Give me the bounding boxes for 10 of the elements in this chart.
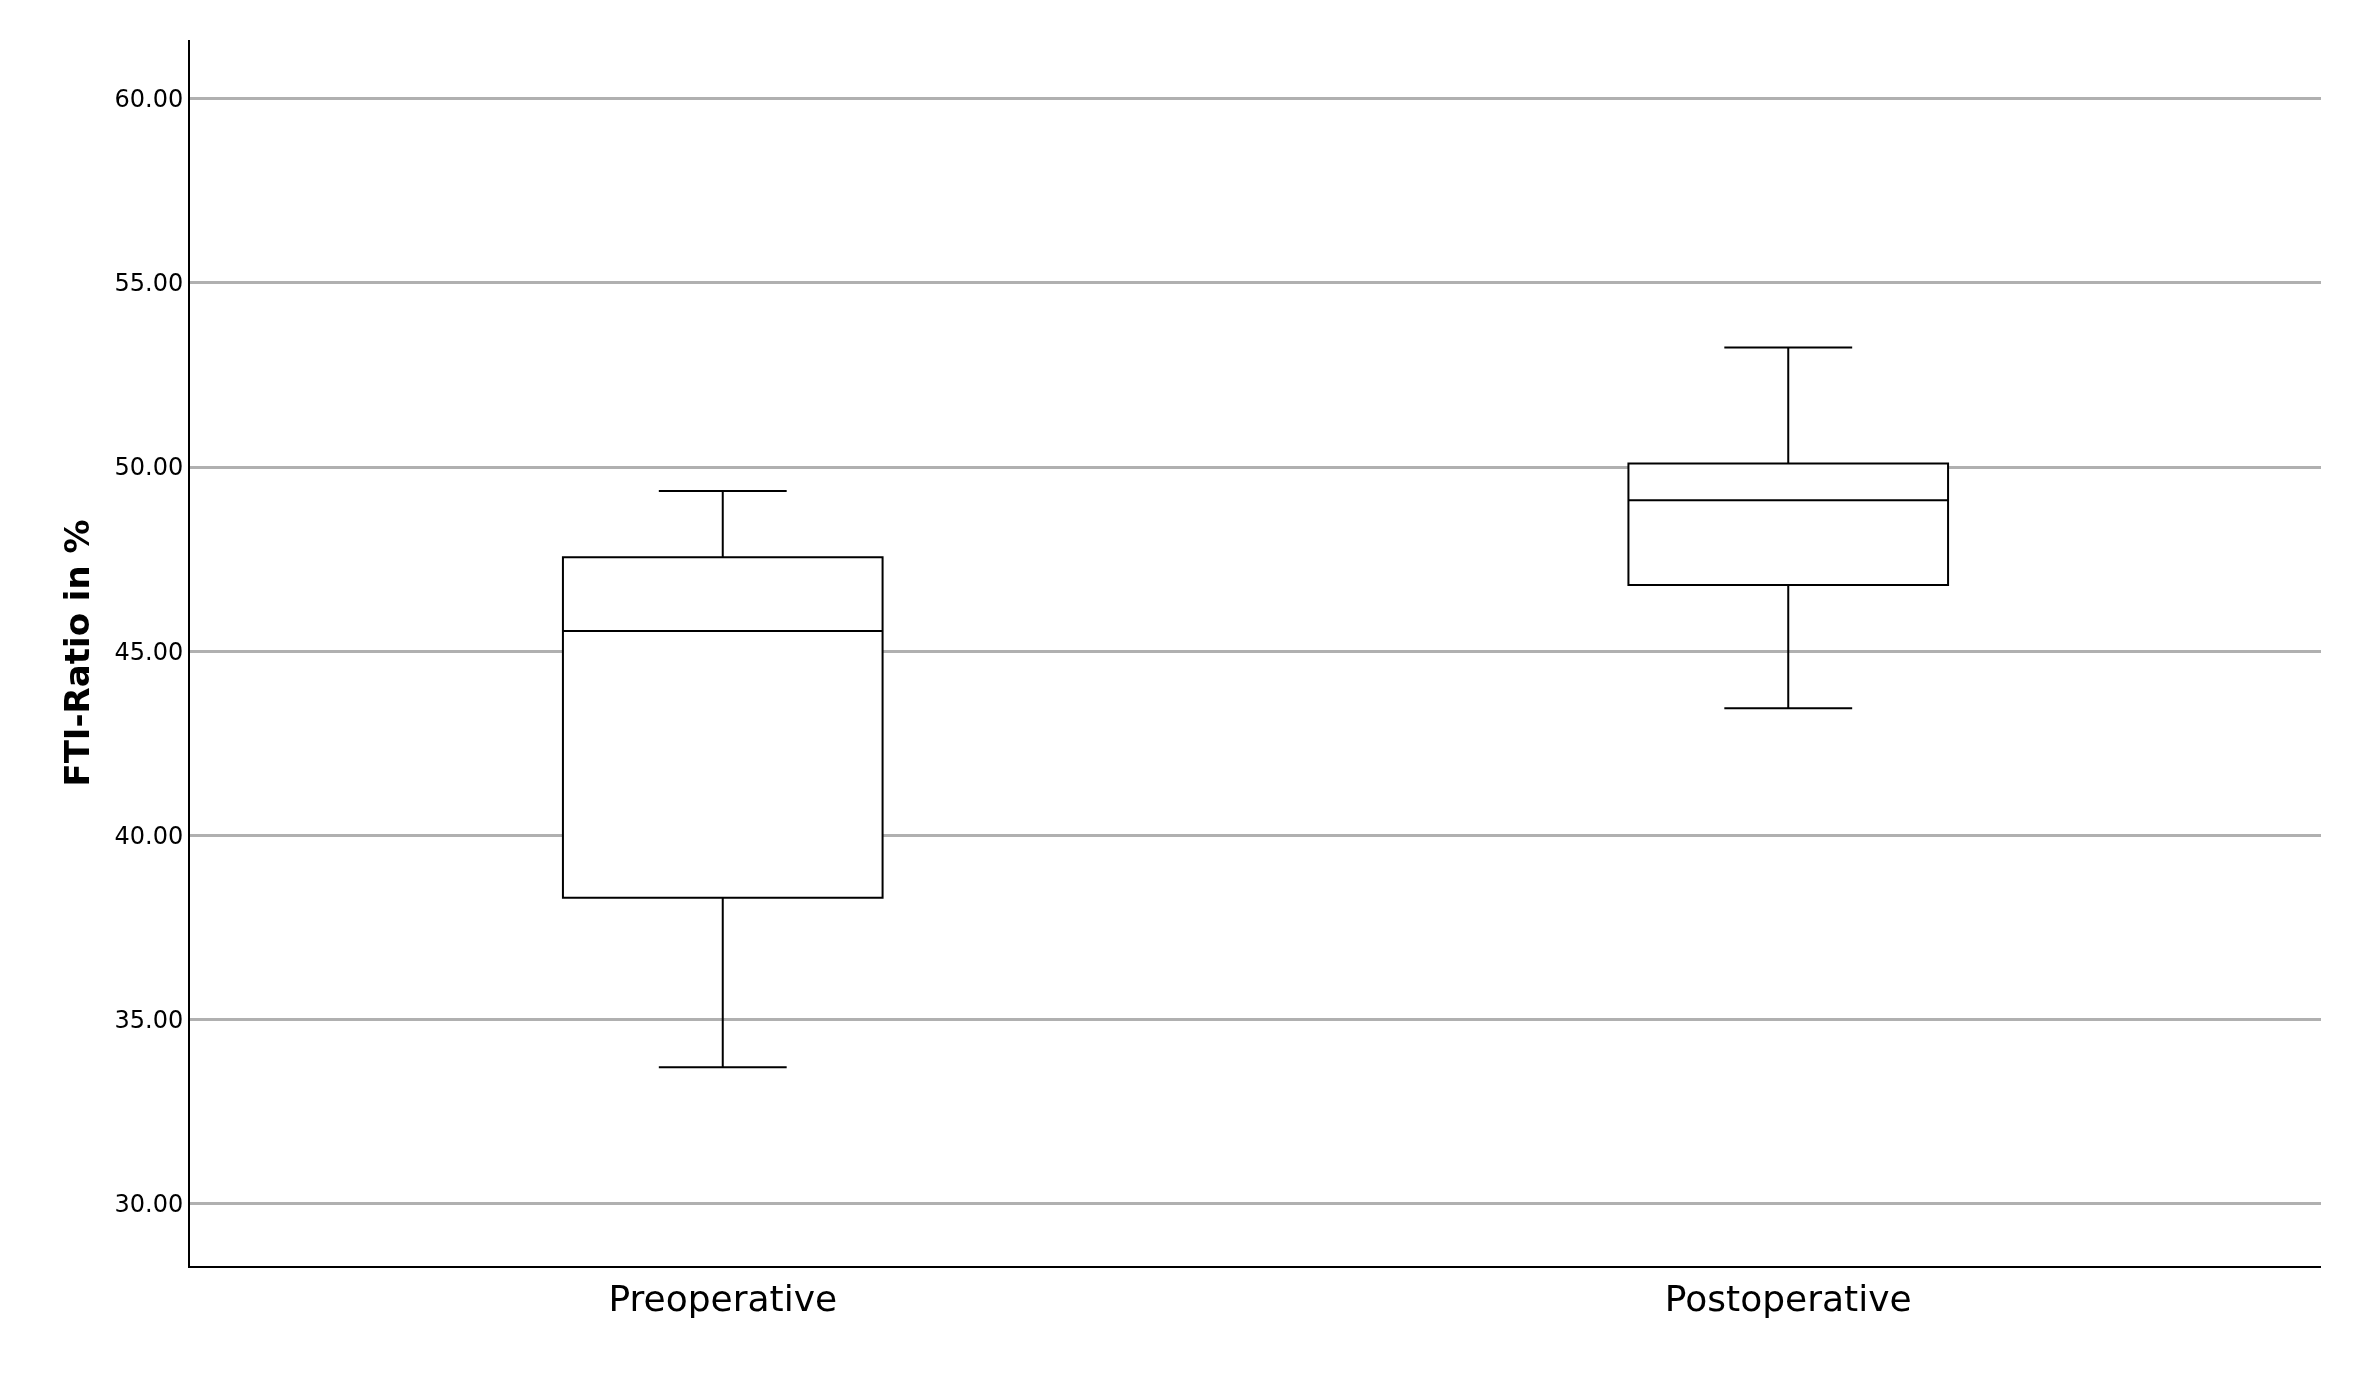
y-axis-title: FTI-Ratio in % <box>56 519 97 787</box>
y-tick-label: 30.00 <box>114 1189 184 1218</box>
y-tick-label: 50.00 <box>114 453 184 482</box>
y-tick-label: 45.00 <box>114 637 184 666</box>
y-tick-label: 35.00 <box>114 1005 184 1034</box>
y-tick-label: 60.00 <box>114 85 184 114</box>
x-tick-label: Postoperative <box>1664 1278 1912 1320</box>
y-tick-label: 55.00 <box>114 269 184 298</box>
y-tick-label: 40.00 <box>114 821 184 850</box>
x-tick-label: Preoperative <box>608 1278 838 1320</box>
